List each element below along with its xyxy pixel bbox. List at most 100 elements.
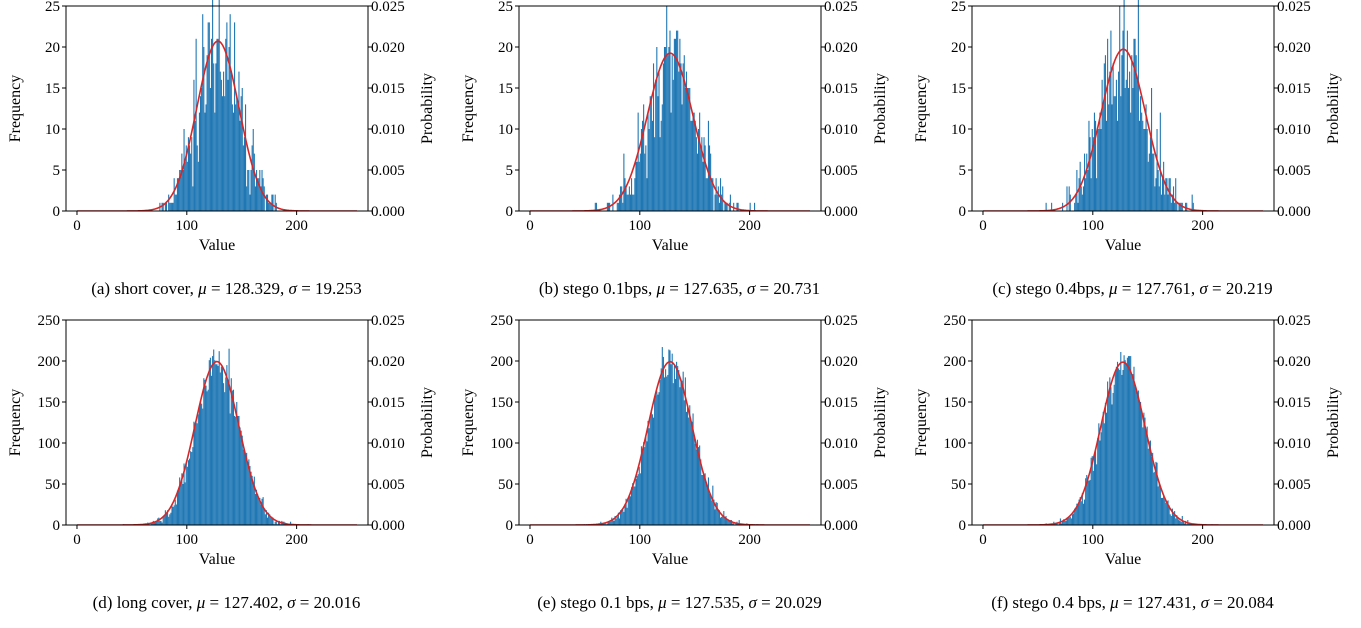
histogram-bar xyxy=(229,413,231,525)
y2-tick-label: 0.000 xyxy=(1277,204,1311,220)
histogram-bar xyxy=(1071,514,1074,525)
caption-text: stego 0.4bps, xyxy=(1015,279,1109,298)
histogram-bar xyxy=(1103,423,1105,525)
histogram-bar xyxy=(1142,120,1144,211)
y-axis-title: Frequency xyxy=(7,75,24,143)
histogram-bar xyxy=(676,30,678,211)
histogram-bar xyxy=(1085,178,1087,211)
histogram-bar xyxy=(679,387,681,525)
histogram-bar xyxy=(674,379,677,525)
y2-tick-label: 0.025 xyxy=(1277,314,1311,329)
histogram-bar xyxy=(638,161,640,211)
histogram-bar xyxy=(236,96,238,211)
histogram-bar xyxy=(1075,507,1077,525)
histogram-bar xyxy=(1110,387,1112,525)
histogram-bar xyxy=(153,522,155,525)
histogram-bar xyxy=(164,510,166,525)
histogram-bar xyxy=(727,520,729,525)
histogram-bar xyxy=(633,194,635,211)
histogram-bar xyxy=(705,178,707,211)
histogram-bar xyxy=(247,461,249,525)
histogram-bar xyxy=(1084,499,1086,525)
histogram-bar xyxy=(277,520,280,525)
histogram-bar xyxy=(1092,470,1094,525)
histogram-bar xyxy=(1127,356,1130,525)
histogram-bar xyxy=(672,383,674,525)
y2-tick-label: 0.015 xyxy=(824,395,858,411)
histogram-bar xyxy=(1096,464,1098,525)
histogram-bar xyxy=(673,38,675,211)
histogram-bar xyxy=(1056,523,1058,525)
histogram-bar xyxy=(187,137,189,211)
histogram-bar xyxy=(1065,520,1067,525)
histogram-bar xyxy=(1147,161,1149,211)
histogram-bar xyxy=(232,112,235,211)
histogram-bar xyxy=(184,482,186,525)
histogram-bar xyxy=(659,379,661,525)
histogram-bar xyxy=(1078,178,1080,211)
histogram-bar xyxy=(655,79,657,211)
histogram-bar xyxy=(169,202,171,211)
histogram-bar xyxy=(637,112,639,211)
histogram-bar xyxy=(1076,170,1078,211)
histogram-bar xyxy=(738,520,740,525)
histogram-bar xyxy=(190,153,192,211)
histogram-bar xyxy=(216,38,218,211)
histogram-bar xyxy=(249,194,251,211)
histogram-bar xyxy=(681,380,683,525)
y-tick-label: 100 xyxy=(944,436,967,452)
histogram-bar xyxy=(198,406,200,525)
histogram-bar xyxy=(1154,471,1156,525)
y-axis-title: Frequency xyxy=(913,389,930,457)
histogram-bar xyxy=(694,120,696,211)
histogram-bar xyxy=(260,186,262,211)
chart-caption: (e) stego 0.1 bps, μ = 127.535, σ = 20.0… xyxy=(453,593,906,613)
histogram-bar xyxy=(207,389,209,525)
histogram-bar xyxy=(633,486,635,525)
histogram-bar xyxy=(666,6,668,211)
histogram-bar xyxy=(1068,517,1070,525)
chart-svg-a: 0 100 200 0 5 10 15 20 25 0.000 0.005 0.010 0.015 0.0… xyxy=(7,0,436,254)
histogram-bar xyxy=(717,511,719,525)
y-tick-label: 10 xyxy=(498,122,513,138)
histogram-bar xyxy=(632,194,634,211)
histogram-bar xyxy=(1069,516,1071,525)
histogram-bar xyxy=(224,96,226,211)
histogram-bar xyxy=(1104,55,1106,211)
histogram-bar xyxy=(150,523,152,525)
histogram-bar xyxy=(663,47,666,211)
x-tick-label: 0 xyxy=(526,218,534,234)
histogram-bar xyxy=(1135,55,1137,211)
histogram-bar xyxy=(1152,452,1154,525)
histogram-bar xyxy=(1182,520,1184,525)
histogram-bar xyxy=(1153,472,1155,525)
histogram-bar xyxy=(1102,411,1104,525)
histogram-bar xyxy=(684,88,686,211)
histogram-bar xyxy=(716,194,718,211)
histogram-bar xyxy=(1087,477,1089,525)
histogram-bar xyxy=(1132,88,1134,211)
histogram-bar xyxy=(1110,30,1112,211)
histogram-bar xyxy=(1075,194,1077,211)
histogram-bar xyxy=(650,96,652,211)
histogram-bar xyxy=(154,522,157,525)
histogram-bar xyxy=(655,395,657,525)
histogram-bar xyxy=(268,512,270,525)
histogram-bar xyxy=(1148,153,1150,211)
y2-tick-label: 0.025 xyxy=(371,314,405,329)
histogram-bar xyxy=(171,503,173,525)
histogram-bar xyxy=(621,186,623,211)
histogram-bar xyxy=(165,202,168,211)
histogram-bar xyxy=(263,186,265,211)
histogram-bar xyxy=(695,137,697,211)
bars-d xyxy=(123,348,309,525)
histogram-bar xyxy=(1089,479,1091,525)
chart-panel-c: 0 100 200 0 5 10 15 20 25 0.000 0.005 0.010 0.015 0.0… xyxy=(906,0,1359,314)
histogram-bar xyxy=(158,517,160,525)
histogram-bar xyxy=(635,479,637,525)
y2-axis-title: Probability xyxy=(419,73,436,144)
histogram-bar xyxy=(1118,368,1120,525)
y2-tick-label: 0.015 xyxy=(1277,81,1311,97)
y-tick-label: 10 xyxy=(951,122,966,138)
chart-panel-e: 0 100 200 0 50 100 150 200 250 0.000 0.005 0.010 0.0… xyxy=(453,314,906,628)
